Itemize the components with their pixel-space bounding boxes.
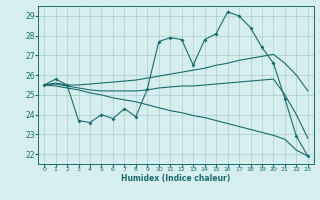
X-axis label: Humidex (Indice chaleur): Humidex (Indice chaleur)	[121, 174, 231, 183]
